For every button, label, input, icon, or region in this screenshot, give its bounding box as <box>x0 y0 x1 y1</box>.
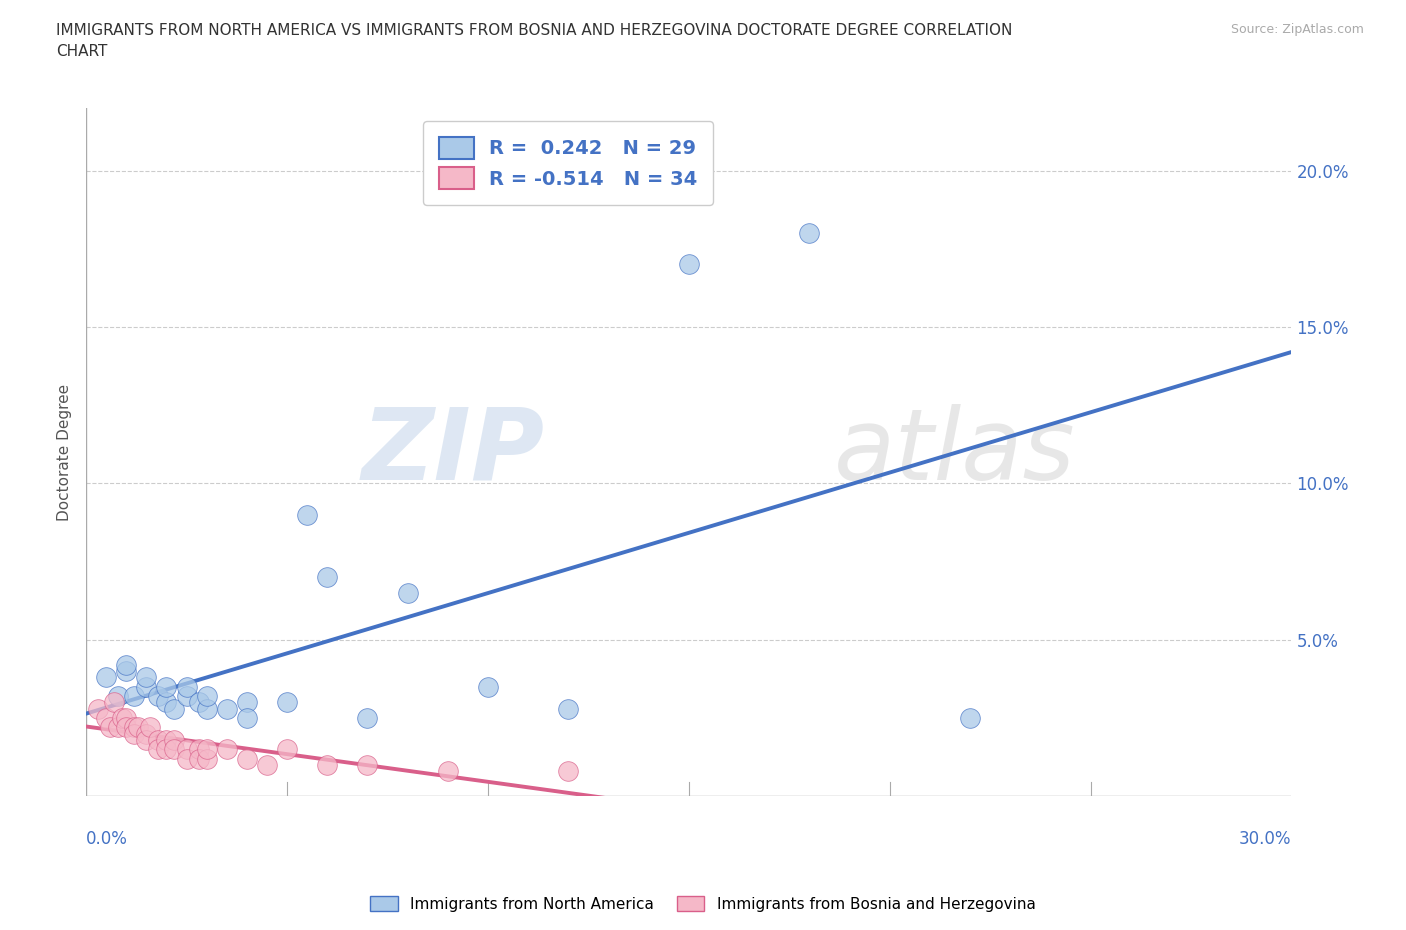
Point <box>195 688 218 703</box>
Point <box>115 663 138 678</box>
Point <box>87 701 110 716</box>
Point <box>124 688 146 703</box>
Point <box>236 695 259 710</box>
Point <box>316 757 339 772</box>
Point <box>316 570 339 585</box>
Legend: R =  0.242   N = 29, R = -0.514   N = 34: R = 0.242 N = 29, R = -0.514 N = 34 <box>423 121 713 205</box>
Point <box>215 742 238 757</box>
Point <box>107 688 129 703</box>
Point <box>96 711 118 725</box>
Point <box>103 695 125 710</box>
Text: ZIP: ZIP <box>361 404 544 500</box>
Point <box>396 585 419 600</box>
Point <box>163 732 186 747</box>
Point <box>236 711 259 725</box>
Point <box>115 720 138 735</box>
Point <box>959 711 981 725</box>
Point <box>176 742 198 757</box>
Point <box>195 742 218 757</box>
Text: IMMIGRANTS FROM NORTH AMERICA VS IMMIGRANTS FROM BOSNIA AND HERZEGOVINA DOCTORAT: IMMIGRANTS FROM NORTH AMERICA VS IMMIGRA… <box>56 23 1012 60</box>
Point <box>436 764 458 778</box>
Point <box>176 751 198 766</box>
Point <box>163 742 186 757</box>
Point <box>176 688 198 703</box>
Point <box>195 751 218 766</box>
Point <box>557 764 579 778</box>
Point <box>96 670 118 684</box>
Text: Source: ZipAtlas.com: Source: ZipAtlas.com <box>1230 23 1364 36</box>
Point <box>139 720 162 735</box>
Point <box>111 711 134 725</box>
Point <box>187 695 209 710</box>
Point <box>215 701 238 716</box>
Point <box>98 720 121 735</box>
Point <box>115 658 138 672</box>
Point <box>135 732 157 747</box>
Text: 0.0%: 0.0% <box>86 830 128 848</box>
Point <box>124 720 146 735</box>
Point <box>135 726 157 741</box>
Point <box>356 711 378 725</box>
Point <box>477 679 499 694</box>
Point <box>155 679 177 694</box>
Point <box>256 757 278 772</box>
Point <box>195 701 218 716</box>
Point <box>678 257 700 272</box>
Point <box>155 732 177 747</box>
Point <box>187 742 209 757</box>
Point <box>295 507 318 522</box>
Point <box>276 742 298 757</box>
Y-axis label: Doctorate Degree: Doctorate Degree <box>58 383 72 521</box>
Point <box>236 751 259 766</box>
Point <box>107 720 129 735</box>
Point <box>356 757 378 772</box>
Point <box>155 695 177 710</box>
Point <box>124 726 146 741</box>
Point <box>557 701 579 716</box>
Point <box>176 679 198 694</box>
Point <box>799 226 821 241</box>
Text: atlas: atlas <box>834 404 1076 500</box>
Point <box>115 711 138 725</box>
Point <box>155 742 177 757</box>
Point <box>148 742 170 757</box>
Point <box>135 679 157 694</box>
Point <box>187 751 209 766</box>
Point <box>163 701 186 716</box>
Text: 30.0%: 30.0% <box>1239 830 1292 848</box>
Legend: Immigrants from North America, Immigrants from Bosnia and Herzegovina: Immigrants from North America, Immigrant… <box>364 889 1042 918</box>
Point <box>148 688 170 703</box>
Point <box>276 695 298 710</box>
Point <box>135 670 157 684</box>
Point <box>148 732 170 747</box>
Point <box>127 720 149 735</box>
